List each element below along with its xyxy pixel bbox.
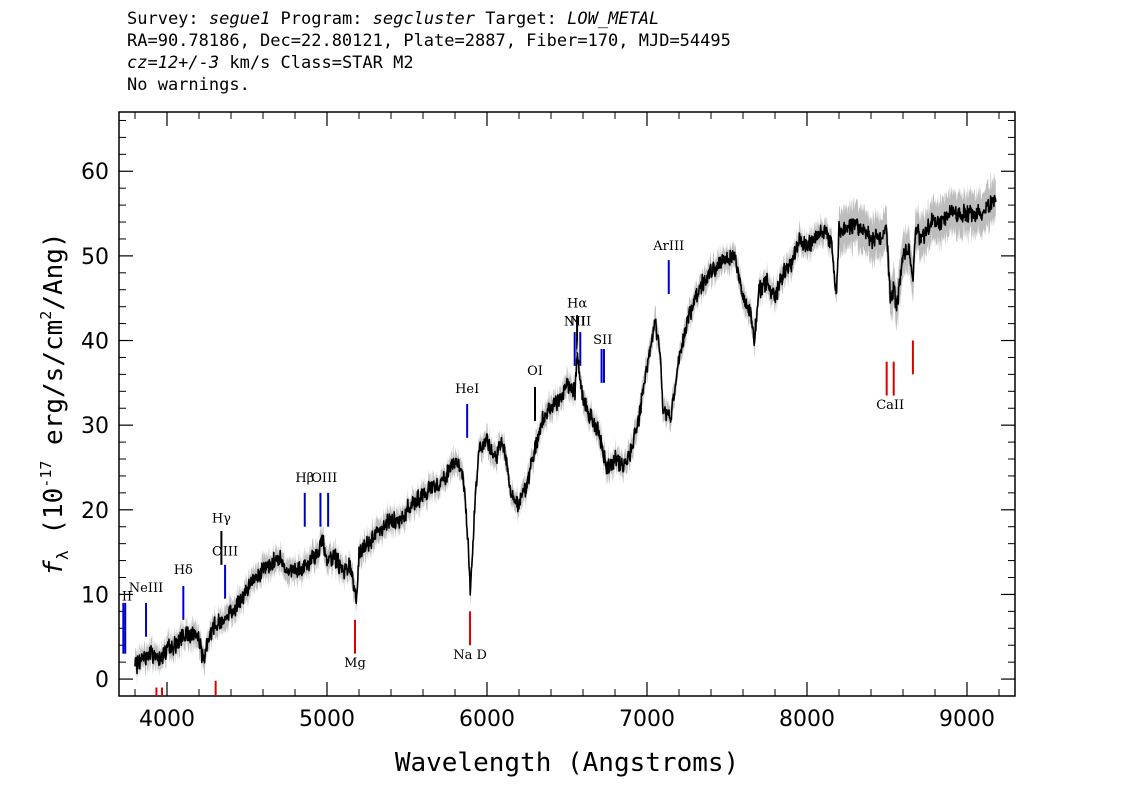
emission-line-label: HeI <box>455 382 479 397</box>
emission-line-label: Hα <box>567 297 587 312</box>
x-tick-label: 7000 <box>619 707 675 732</box>
absorption-line-label: Na D <box>453 648 487 663</box>
absorption-line-label: Mg <box>344 656 366 671</box>
emission-line-label: Hγ <box>212 511 231 526</box>
header-line-warnings: No warnings. <box>127 75 250 95</box>
spectral-lines-layer: IINeIIIHδHγOIIIHβOIIIHeIOINIIHαNIISIIArI… <box>122 239 914 696</box>
program-label: Program: <box>270 9 373 29</box>
redshift-value: cz=12+/-3 <box>127 53 220 73</box>
y-tick-label: 40 <box>81 330 109 355</box>
series-layer <box>134 171 997 686</box>
y-tick-label: 30 <box>81 414 109 439</box>
y-tick-label: 0 <box>95 668 109 693</box>
absorption-line-label: CaII <box>876 398 904 413</box>
y-axis-label-exp: -17 <box>37 461 55 488</box>
class-text: km/s Class=STAR M2 <box>219 53 414 73</box>
x-tick-label: 9000 <box>939 707 995 732</box>
x-tick-label: 4000 <box>139 707 195 732</box>
emission-line-label: OI <box>527 364 543 379</box>
x-tick-label: 6000 <box>459 707 515 732</box>
survey-value: segue1 <box>208 9 271 29</box>
survey-label: Survey: <box>127 9 209 29</box>
y-axis-label-prefix: f <box>39 560 69 576</box>
target-value: LOW_METAL <box>567 9 660 29</box>
emission-line-label: ArIII <box>652 239 684 254</box>
program-value: segcluster <box>372 9 476 29</box>
y-tick-label: 20 <box>81 499 109 524</box>
y-axis-label-main: (10 <box>39 488 69 551</box>
emission-line-label: Hβ <box>295 471 314 486</box>
x-axis-label: Wavelength (Angstroms) <box>395 748 739 778</box>
header-line-class: cz=12+/-3 km/s Class=STAR M2 <box>127 52 1027 74</box>
y-tick-label: 60 <box>81 160 109 185</box>
axes-layer: 4000 5000 6000 7000 8000 9000 0 10 20 30 40 50 60 <box>81 112 1015 732</box>
target-label: Target: <box>475 9 568 29</box>
emission-line-label: NeIII <box>129 581 163 596</box>
y-axis-label-sub: λ <box>53 550 72 560</box>
emission-line-label: Hδ <box>174 563 193 578</box>
spectrum-header: Survey: segue1 Program: segcluster Targe… <box>127 8 1027 96</box>
header-line-survey: Survey: segue1 Program: segcluster Targe… <box>127 8 1027 30</box>
emission-line-label: OIII <box>311 471 337 486</box>
emission-line-label: NII <box>569 314 591 329</box>
plot-frame <box>118 111 1016 697</box>
y-axis-label-rest: erg/s/cm <box>39 320 69 461</box>
y-axis-label-end: /Ang) <box>39 232 69 310</box>
emission-line-label: SII <box>593 333 612 348</box>
y-axis-label-exp2: 2 <box>37 311 55 320</box>
error-band <box>135 171 996 686</box>
x-tick-label: 5000 <box>299 707 355 732</box>
emission-line-label: OIII <box>212 545 238 560</box>
emission-line-label: II <box>122 589 132 604</box>
emission-line-label: NII <box>564 314 586 329</box>
x-tick-label: 8000 <box>779 707 835 732</box>
y-axis-label: fλ (10-17 erg/s/cm2/Ang) <box>37 232 72 575</box>
flux-series-line <box>134 194 997 675</box>
y-tick-label: 50 <box>81 245 109 270</box>
y-tick-label: 10 <box>81 583 109 608</box>
header-line-coords: RA=90.78186, Dec=22.80121, Plate=2887, F… <box>127 31 731 51</box>
